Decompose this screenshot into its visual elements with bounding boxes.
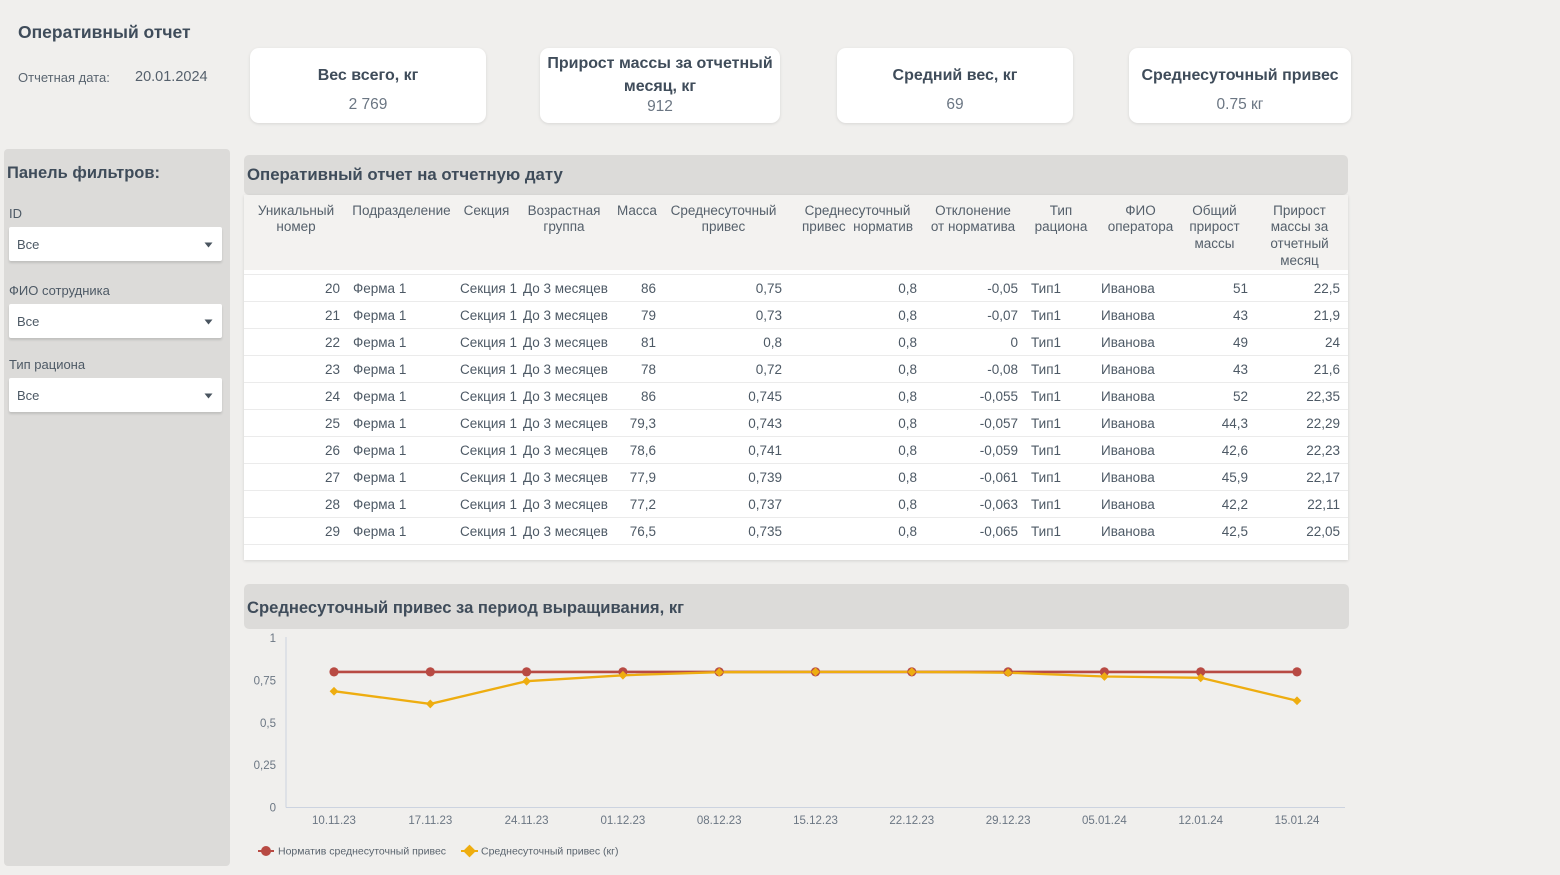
svg-text:1: 1 [270, 633, 276, 645]
svg-text:05.01.24: 05.01.24 [1082, 815, 1127, 827]
svg-text:0: 0 [270, 803, 276, 815]
svg-text:Среднесуточный привес (кг): Среднесуточный привес (кг) [481, 846, 618, 858]
svg-text:0,75: 0,75 [254, 675, 276, 687]
svg-text:12.01.24: 12.01.24 [1178, 815, 1223, 827]
svg-text:29.12.23: 29.12.23 [986, 815, 1031, 827]
svg-text:15.12.23: 15.12.23 [793, 815, 838, 827]
svg-text:10.11.23: 10.11.23 [312, 815, 356, 827]
svg-text:24.11.23: 24.11.23 [505, 815, 549, 827]
svg-text:Норматив среднесуточный привес: Норматив среднесуточный привес [278, 846, 446, 858]
svg-text:17.11.23: 17.11.23 [408, 815, 452, 827]
svg-text:08.12.23: 08.12.23 [697, 815, 742, 827]
svg-text:15.01.24: 15.01.24 [1275, 815, 1320, 827]
svg-text:0,5: 0,5 [260, 718, 276, 730]
svg-text:01.12.23: 01.12.23 [601, 815, 646, 827]
svg-text:0,25: 0,25 [254, 760, 276, 772]
svg-text:22.12.23: 22.12.23 [889, 815, 934, 827]
